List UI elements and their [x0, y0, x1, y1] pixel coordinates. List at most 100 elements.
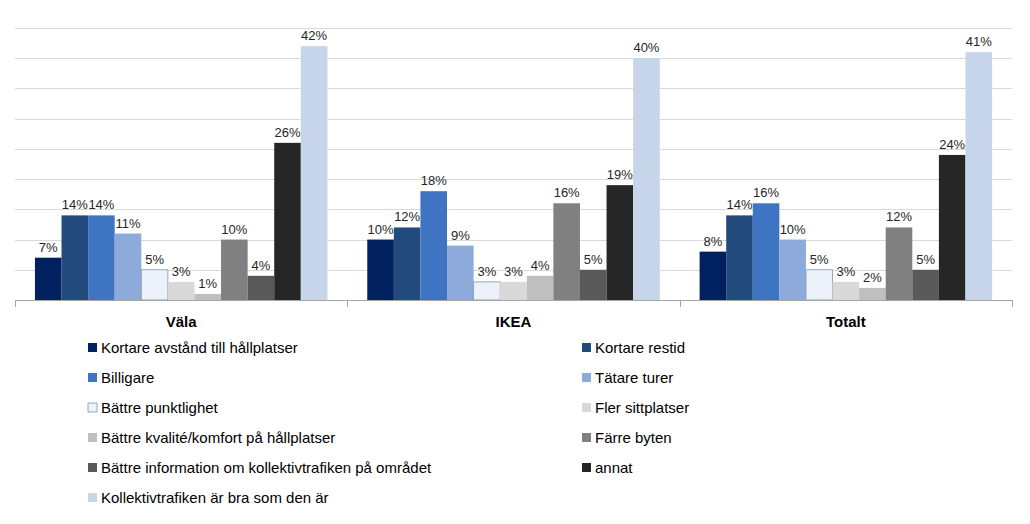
data-label: 14%	[88, 197, 114, 212]
data-label: 16%	[554, 185, 580, 200]
legend-label: Bättre punktlighet	[101, 399, 219, 416]
legend-swatch	[88, 373, 97, 382]
data-label: 5%	[145, 252, 164, 267]
legend-swatch	[582, 463, 591, 472]
data-label: 9%	[451, 228, 470, 243]
data-label: 11%	[115, 216, 140, 231]
data-label: 12%	[886, 209, 912, 224]
bar	[168, 282, 195, 300]
bar	[500, 282, 527, 300]
bar	[447, 246, 474, 300]
data-label: 14%	[62, 197, 88, 212]
legend-label: Fler sittplatser	[595, 399, 689, 416]
grid-line	[15, 149, 1012, 150]
data-label: 19%	[607, 167, 633, 182]
bar	[301, 46, 328, 300]
data-label: 3%	[836, 264, 855, 279]
category-tick	[347, 300, 348, 307]
legend: Kortare avstånd till hållplatser Kortare …	[88, 339, 689, 506]
data-label: 10%	[368, 222, 394, 237]
grid-line	[15, 28, 1012, 29]
bar	[88, 215, 115, 300]
bar	[553, 203, 580, 300]
bar	[633, 58, 660, 300]
data-label: 40%	[633, 40, 659, 55]
data-label: 10%	[780, 222, 806, 237]
legend-label: Kollektivtrafiken är bra som den är	[101, 489, 329, 506]
legend-label: Kortare restid	[595, 339, 685, 356]
bar	[274, 143, 301, 300]
legend-label: Tätare turer	[595, 369, 673, 386]
category-tick	[1012, 300, 1013, 307]
bar	[394, 227, 421, 300]
data-label: 41%	[966, 34, 992, 49]
data-label: 3%	[478, 264, 497, 279]
bar	[62, 215, 89, 300]
bar	[527, 276, 554, 300]
data-label: 1%	[198, 276, 217, 291]
data-label: 5%	[916, 252, 935, 267]
data-label: 16%	[753, 185, 779, 200]
bar	[806, 270, 833, 300]
data-label: 3%	[172, 264, 191, 279]
bar	[580, 270, 607, 300]
category-tick	[680, 300, 681, 307]
data-label: 14%	[726, 197, 752, 212]
grid-line	[15, 300, 1012, 301]
data-label: 5%	[584, 252, 603, 267]
bar	[939, 155, 966, 300]
bar	[194, 294, 221, 300]
legend-swatch	[582, 373, 591, 382]
bar	[726, 215, 753, 300]
bar	[912, 270, 939, 300]
data-label: 10%	[221, 222, 247, 237]
legend-swatch	[582, 433, 591, 442]
data-label: 2%	[863, 270, 882, 285]
bar	[607, 185, 634, 300]
data-label: 8%	[704, 234, 723, 249]
data-label: 4%	[252, 258, 271, 273]
legend-swatch	[88, 433, 97, 442]
data-label: 7%	[39, 240, 58, 255]
category-label: IKEA	[496, 313, 532, 330]
data-label: 18%	[421, 173, 447, 188]
bar	[965, 52, 992, 300]
legend-swatch	[88, 403, 97, 412]
bar	[420, 191, 447, 300]
data-label: 5%	[810, 252, 829, 267]
grid-line	[15, 58, 1012, 59]
bar	[700, 252, 727, 300]
bar	[141, 270, 168, 300]
data-labels: 7%10%8%14%12%14%14%18%16%11%9%10%5%3%5%3…	[39, 28, 992, 291]
grid-line	[15, 88, 1012, 89]
legend-label: Kortare avstånd till hållplatser	[101, 339, 298, 356]
legend-swatch	[582, 343, 591, 352]
grid-line	[15, 119, 1012, 120]
legend-swatch	[582, 403, 591, 412]
bar	[833, 282, 860, 300]
bars	[35, 46, 992, 300]
bar	[779, 240, 806, 300]
data-label: 3%	[504, 264, 523, 279]
bar	[753, 203, 780, 300]
legend-label: Billigare	[101, 369, 154, 386]
legend-swatch	[88, 343, 97, 352]
legend-label: Bättre information om kollektivtrafiken …	[101, 459, 432, 476]
bar	[886, 227, 913, 300]
category-label: Totalt	[826, 313, 866, 330]
legend-label: Färre byten	[595, 429, 672, 446]
chart: 7%10%8%14%12%14%14%18%16%11%9%10%5%3%5%3…	[0, 0, 1030, 524]
data-label: 12%	[394, 209, 420, 224]
legend-label: Bättre kvalité/komfort på hållplatser	[101, 429, 335, 446]
grid-line	[15, 209, 1012, 210]
data-label: 26%	[274, 125, 300, 140]
data-label: 24%	[939, 137, 965, 152]
bar	[115, 234, 142, 300]
legend-swatch	[88, 493, 97, 502]
bar	[367, 240, 394, 300]
legend-label: annat	[595, 459, 633, 476]
bar	[35, 258, 62, 300]
grid-line	[15, 240, 1012, 241]
bar	[859, 288, 886, 300]
data-label: 4%	[531, 258, 550, 273]
